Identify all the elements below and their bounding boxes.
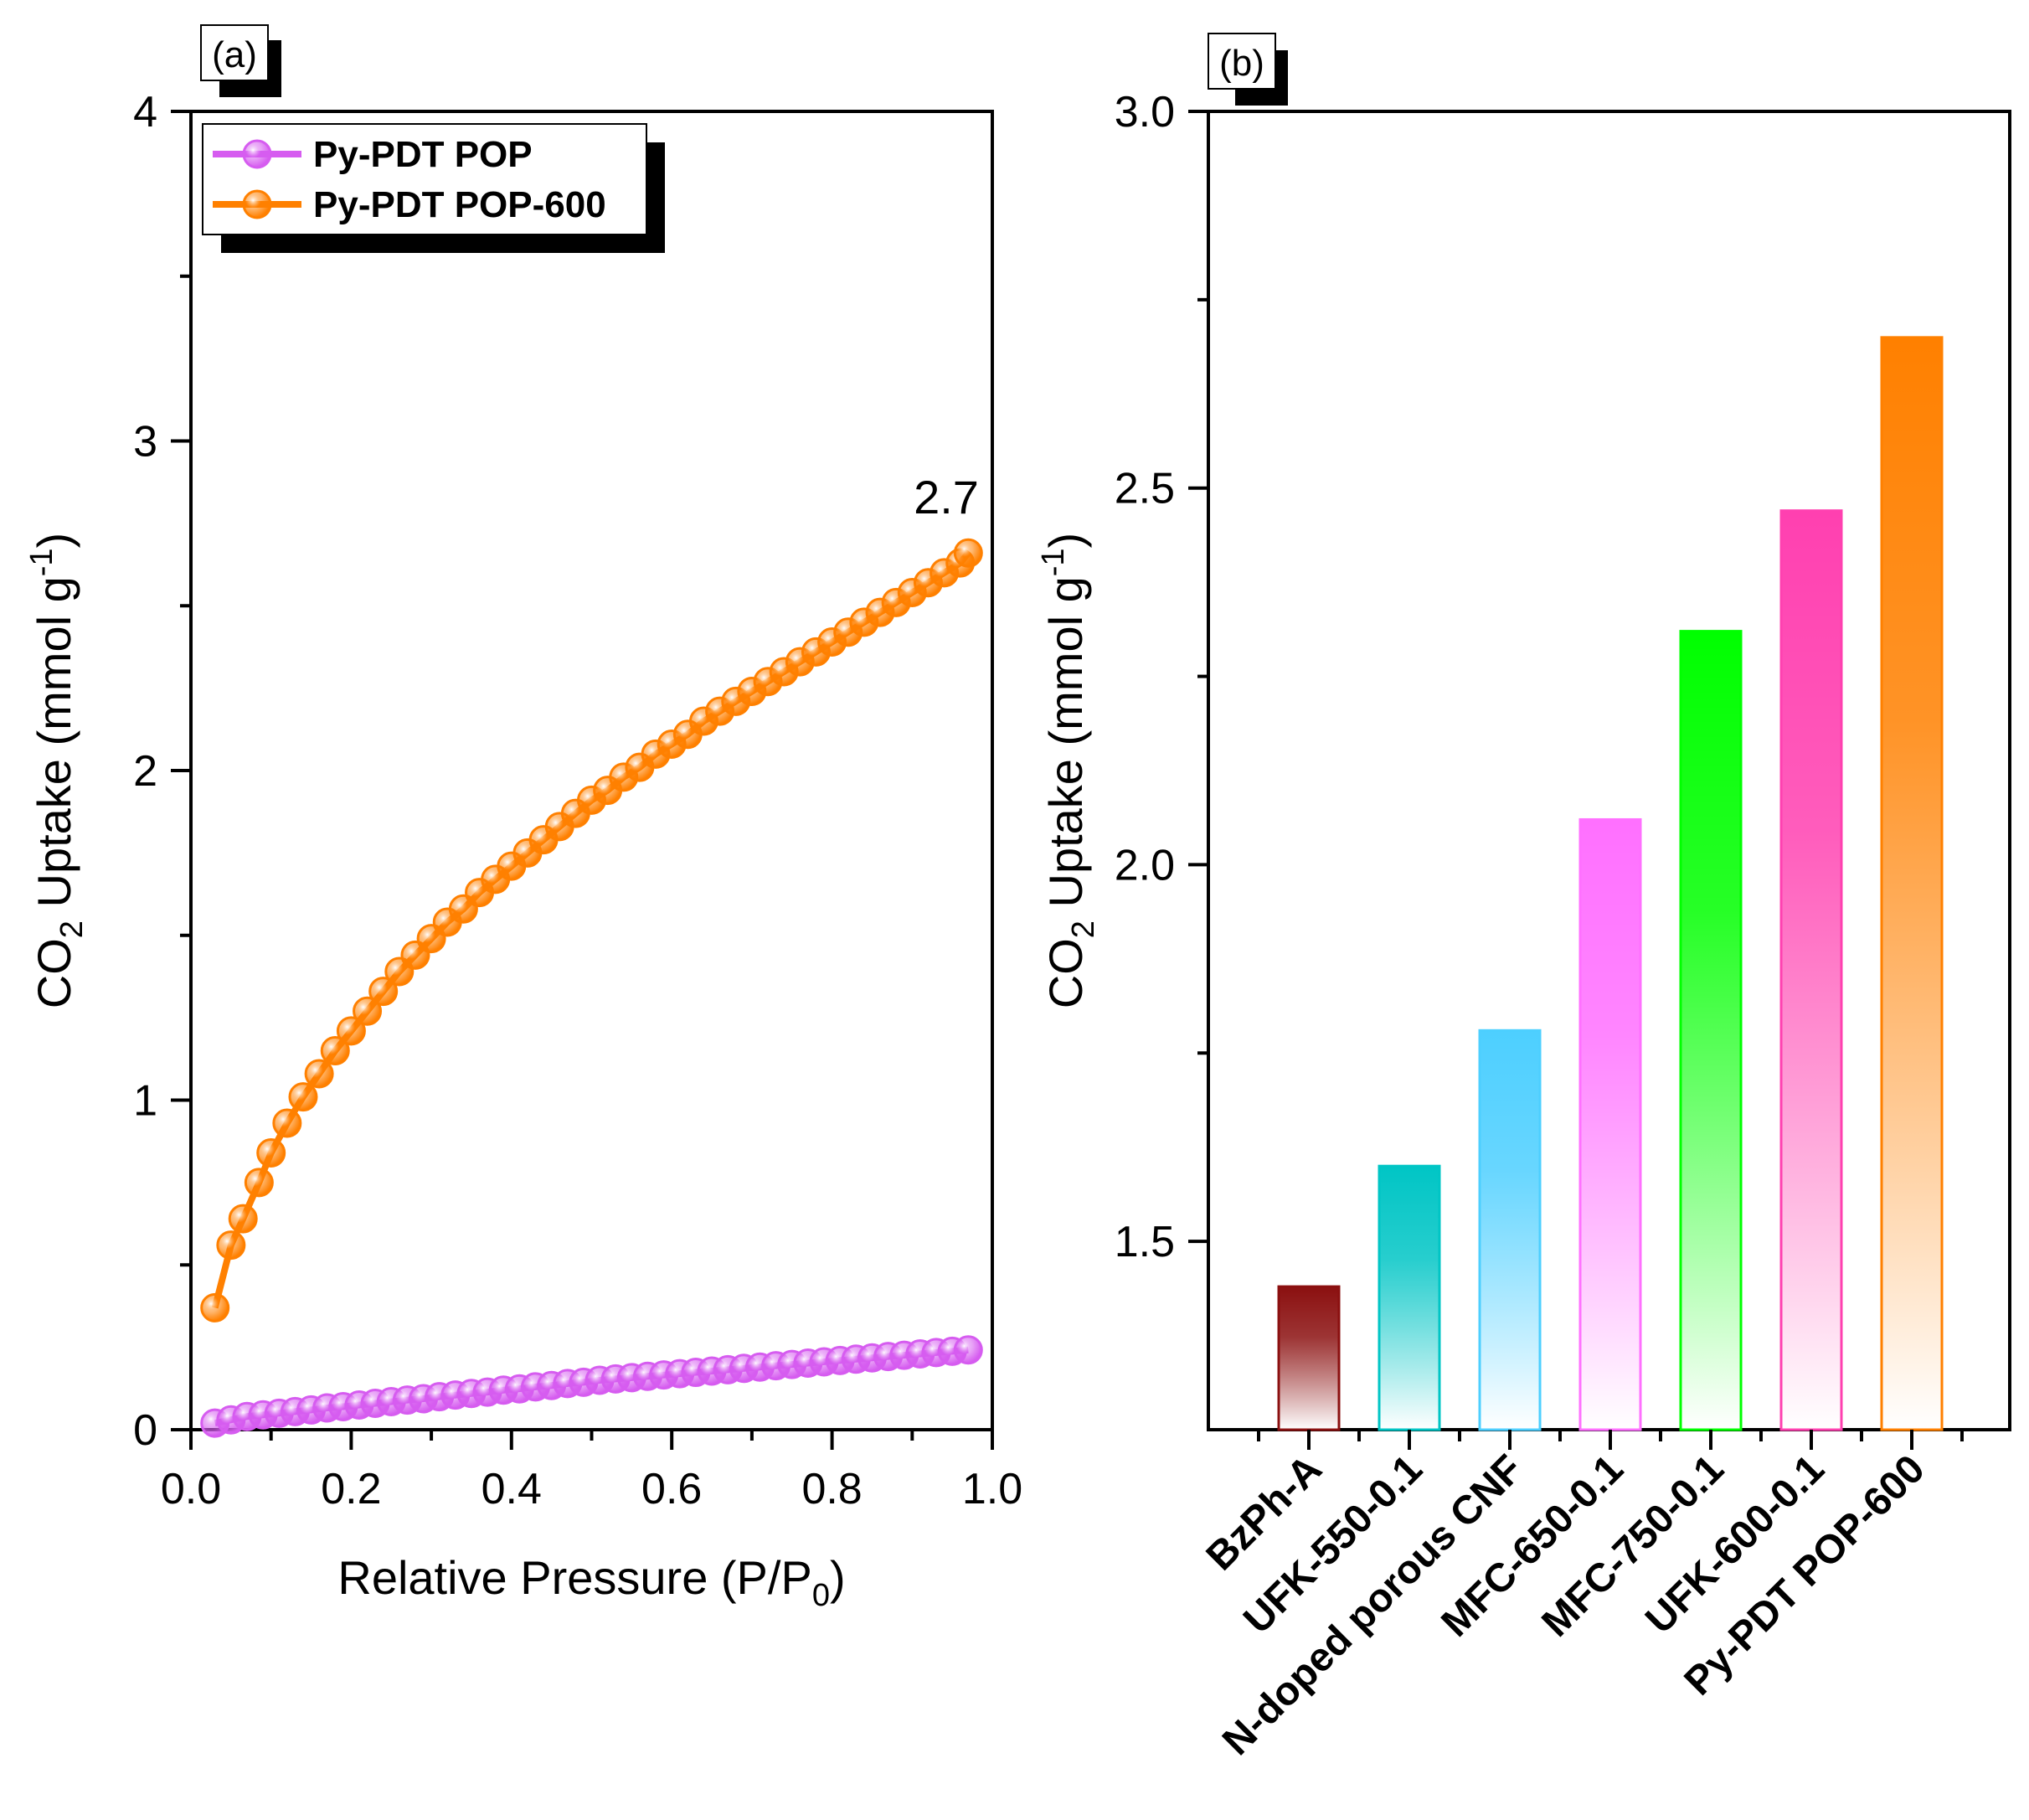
legend-label: Py-PDT POP-600 — [313, 184, 606, 225]
legend-label: Py-PDT POP — [313, 134, 533, 175]
legend-item: Py-PDT POP-600 — [213, 184, 606, 225]
y-axis-title-sub: 2 — [1066, 920, 1101, 938]
x-axis-title-sub: 0 — [812, 1578, 830, 1613]
y-axis-title: CO2 Uptake (mmol g-1) — [1036, 533, 1101, 1008]
legend-marker — [242, 189, 272, 219]
x-axis-title-tail: ) — [830, 1551, 846, 1604]
y-tick-label: 2.5 — [1115, 465, 1175, 513]
data-point — [244, 1168, 274, 1198]
y-tick-label: 2 — [133, 747, 157, 796]
y-axis-title-sup: -1 — [1036, 548, 1071, 576]
x-axis-title-main: Relative Pressure (P/P — [337, 1551, 811, 1604]
panel-tag-b: (b) — [1219, 43, 1264, 84]
legend-box — [202, 123, 647, 235]
data-point — [336, 1016, 366, 1046]
y-axis-title-sub: 2 — [54, 920, 90, 938]
panel-tag-box — [200, 24, 269, 81]
x-tick-label: 0.2 — [321, 1465, 381, 1513]
data-point — [288, 1082, 318, 1112]
bar-n-doped-porous-cnf — [1478, 1029, 1542, 1431]
x-tick-label: 0.0 — [161, 1465, 221, 1513]
data-point — [953, 1335, 983, 1365]
panel-a: (a) 0.0 0.2 0.4 0.6 0.8 1.0 0 1 2 3 4 Relative Press… — [24, 24, 1022, 1613]
data-point — [272, 1108, 302, 1138]
y-axis-title-pre: CO — [28, 938, 80, 1008]
x-tick-label: 0.4 — [482, 1465, 542, 1513]
x-tick-label: 0.6 — [641, 1465, 702, 1513]
y-tick-label: 1.5 — [1115, 1218, 1175, 1266]
bar-bzph-a — [1277, 1285, 1341, 1431]
y-axis-title-mid: Uptake (mmol g — [1039, 576, 1092, 920]
bar-ufk-550-0-1 — [1378, 1164, 1441, 1431]
data-point — [216, 1230, 246, 1261]
y-axis-title: CO2 Uptake (mmol g-1) — [24, 533, 90, 1008]
data-point — [200, 1292, 230, 1322]
y-tick-label: 3 — [133, 418, 157, 467]
plot-frame — [189, 110, 994, 1431]
legend-marker — [242, 139, 272, 169]
x-tick-label: 0.8 — [801, 1465, 862, 1513]
data-point — [353, 996, 383, 1026]
series-line — [211, 550, 971, 1309]
panel-tag-box — [1208, 33, 1276, 90]
x-tick-label: 1.0 — [962, 1465, 1022, 1513]
y-axis-title-mid: Uptake (mmol g — [28, 576, 80, 920]
series-py-pdt-pop — [200, 1335, 983, 1438]
bar-ufk-600-0-1 — [1779, 509, 1843, 1431]
data-point — [304, 1059, 334, 1089]
y-axis-title-pre: CO — [1039, 938, 1092, 1008]
bar-mfc-750-0-1 — [1679, 630, 1743, 1431]
data-point — [228, 1204, 258, 1234]
y-tick-label: 4 — [133, 88, 157, 137]
y-axis-title-sup: -1 — [24, 548, 59, 576]
x-axis-title: Relative Pressure (P/P0) — [337, 1551, 845, 1613]
series-py-pdt-pop-600 — [200, 538, 983, 1322]
bar-mfc-650-0-1 — [1578, 817, 1642, 1431]
annotation-max: 2.7 — [914, 471, 979, 523]
data-point — [256, 1137, 286, 1168]
data-point — [368, 977, 399, 1007]
data-point — [320, 1035, 350, 1065]
legend-item: Py-PDT POP — [213, 134, 533, 175]
y-tick-label: 3.0 — [1115, 88, 1175, 137]
y-axis-title-tail: ) — [1039, 533, 1092, 549]
data-point — [953, 538, 983, 568]
y-tick-label: 2.0 — [1115, 841, 1175, 889]
y-tick-label: 1 — [133, 1077, 157, 1126]
y-tick-label: 0 — [133, 1406, 157, 1455]
panel-tag-a: (a) — [212, 34, 257, 75]
y-axis-title-tail: ) — [28, 533, 80, 549]
bar-py-pdt-pop-600 — [1880, 336, 1944, 1431]
